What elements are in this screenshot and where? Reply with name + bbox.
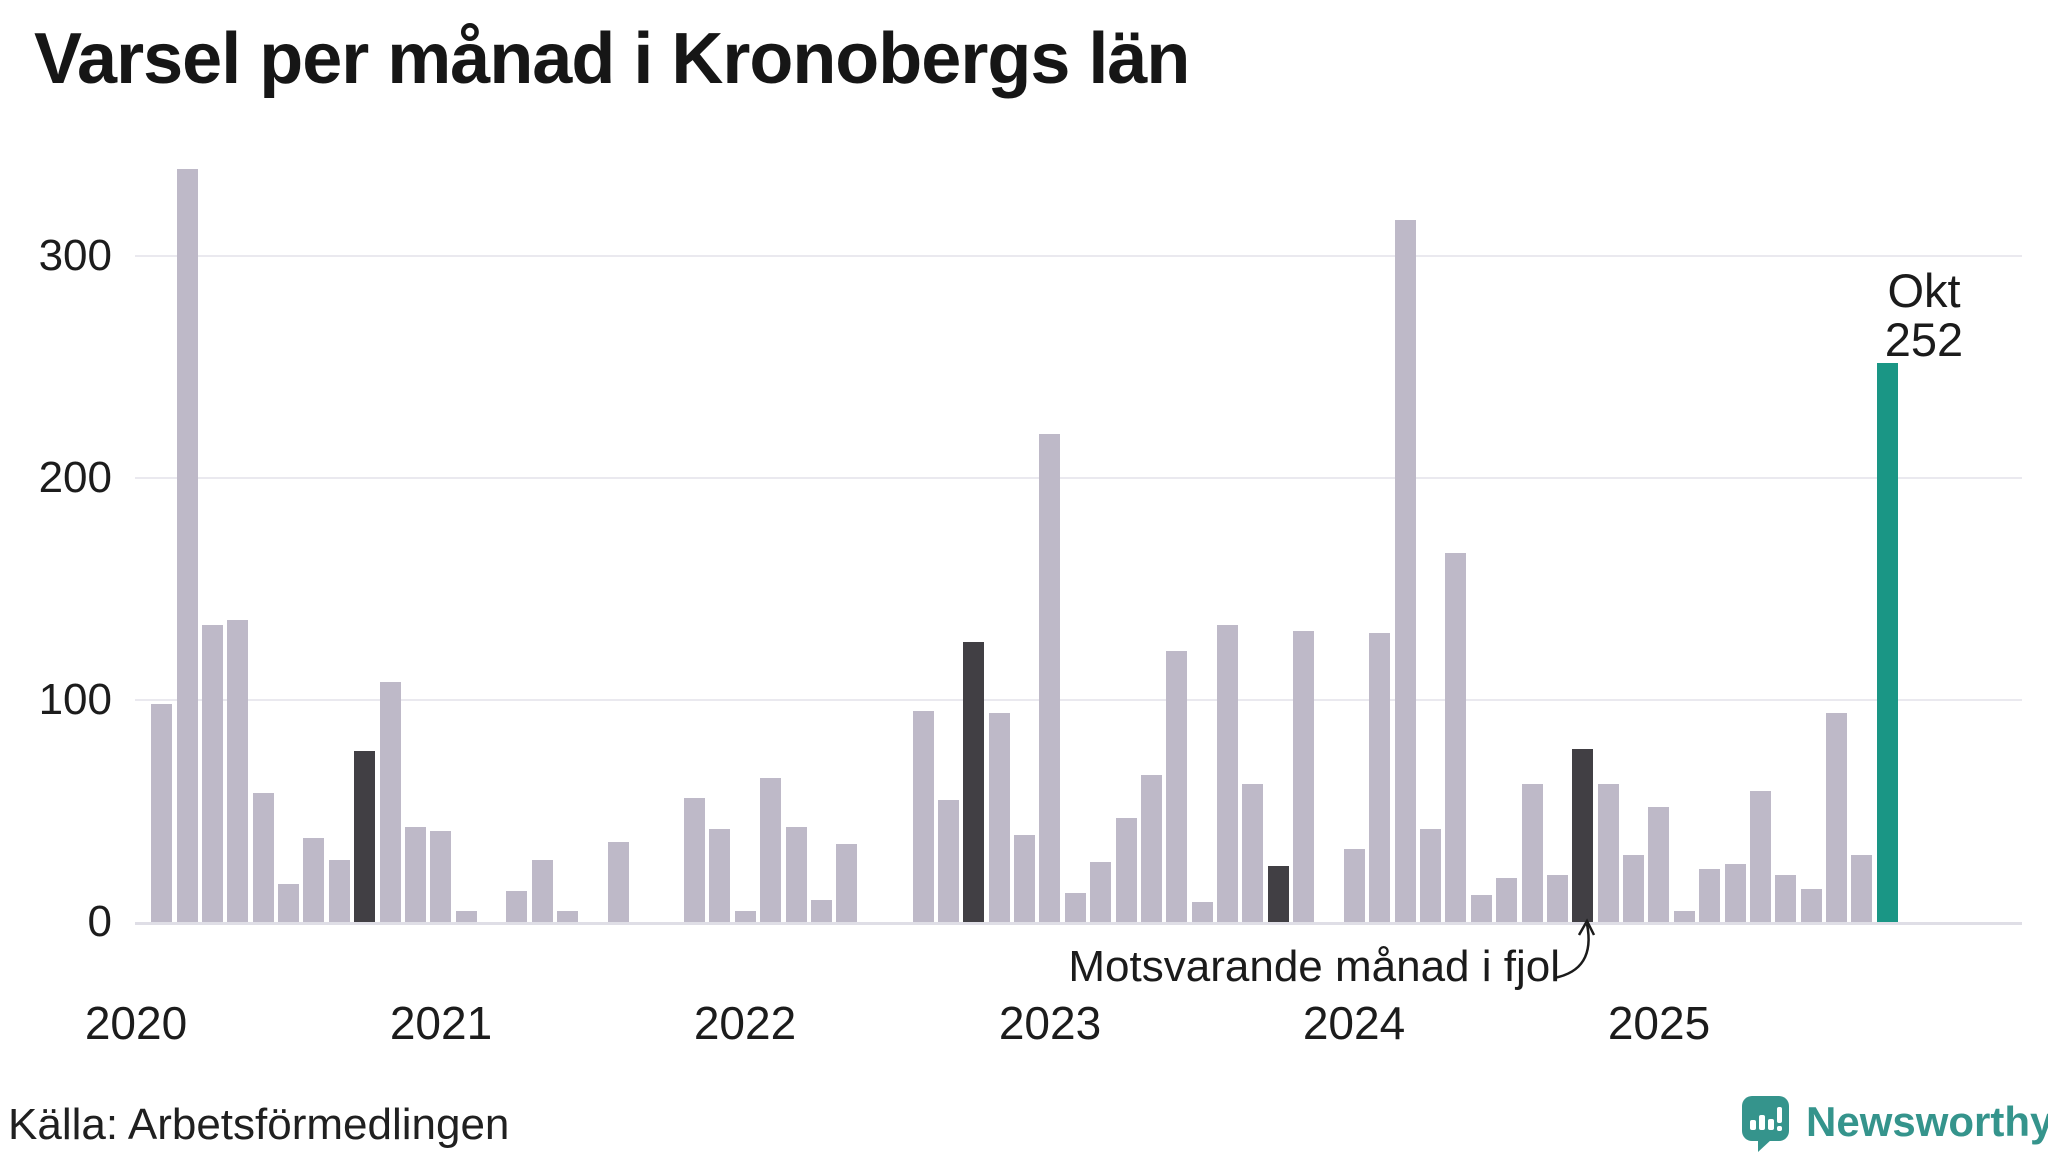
annotation-arrow-icon <box>1553 918 1596 980</box>
gridline-200 <box>135 477 2022 479</box>
bar-2025-07 <box>1801 889 1822 922</box>
gridline-100 <box>135 699 2022 701</box>
brand-logo: Newsworthy <box>1742 1094 2048 1152</box>
bar-2021-02 <box>456 911 477 922</box>
current-month-value: 252 <box>1884 313 1964 366</box>
bar-2023-02 <box>1065 893 1086 922</box>
bar-2023-10 <box>1268 866 1289 922</box>
bar-2023-06 <box>1166 651 1187 922</box>
bar-2024-11 <box>1598 784 1619 922</box>
bar-2020-07 <box>278 884 299 922</box>
bar-2022-11 <box>989 713 1010 922</box>
bar-2025-02 <box>1674 911 1695 922</box>
bar-2023-05 <box>1141 775 1162 922</box>
gridline-300 <box>135 255 2022 257</box>
bar-2023-09 <box>1242 784 1263 922</box>
bar-2020-05 <box>227 620 248 922</box>
bar-2025-01 <box>1648 807 1669 922</box>
bar-2020-12 <box>405 827 426 922</box>
bar-2022-10 <box>963 642 984 922</box>
y-tick-label-100: 100 <box>38 675 112 724</box>
speech-bubble-tail <box>1758 1139 1772 1152</box>
bar-2022-09 <box>938 800 959 922</box>
bar-2021-12 <box>709 829 730 922</box>
chart-title: Varsel per månad i Kronobergs län <box>34 19 1190 99</box>
x-year-label-2023: 2023 <box>998 997 1102 1049</box>
x-year-label-2022: 2022 <box>693 997 797 1049</box>
x-year-label-2024: 2024 <box>1302 997 1406 1049</box>
x-axis-line <box>135 922 2022 925</box>
bar-2024-04 <box>1420 829 1441 922</box>
bar-2022-04 <box>811 900 832 922</box>
newsworthy-bubble-chart-icon <box>1742 1096 1789 1141</box>
y-tick-label-0: 0 <box>87 897 112 946</box>
bar-2024-06 <box>1471 895 1492 922</box>
bar-2024-03 <box>1395 220 1416 922</box>
y-tick-label-300: 300 <box>38 231 112 280</box>
brand-name: Newsworthy <box>1806 1098 2048 1145</box>
bar-2025-03 <box>1699 869 1720 922</box>
bar-2024-02 <box>1369 633 1390 922</box>
bar-2021-11 <box>684 798 705 922</box>
bar-2025-04 <box>1725 864 1746 922</box>
annotation-text: Motsvarande månad i fjol <box>1068 942 1560 991</box>
x-year-label-2025: 2025 <box>1607 997 1711 1049</box>
bar-2024-08 <box>1522 784 1543 922</box>
bar-2023-08 <box>1217 625 1238 922</box>
bar-2022-12 <box>1014 835 1035 922</box>
bar-2025-06 <box>1775 875 1796 922</box>
bar-2020-09 <box>329 860 350 922</box>
current-month-name: Okt <box>1887 264 1961 317</box>
bar-2024-10 <box>1572 749 1593 922</box>
bar-2022-08 <box>913 711 934 922</box>
bar-2023-07 <box>1192 902 1213 922</box>
bar-2024-09 <box>1547 875 1568 922</box>
bar-2020-08 <box>303 838 324 922</box>
bar-2021-06 <box>557 911 578 922</box>
bar-2021-05 <box>532 860 553 922</box>
bar-2020-10 <box>354 751 375 922</box>
bar-2024-12 <box>1623 855 1644 922</box>
bar-2025-08 <box>1826 713 1847 922</box>
bar-2020-11 <box>380 682 401 922</box>
bar-2022-01 <box>735 911 756 922</box>
x-year-label-2020: 2020 <box>84 997 188 1049</box>
bar-2022-05 <box>836 844 857 922</box>
bar-2022-02 <box>760 778 781 922</box>
bar-2020-03 <box>177 169 198 922</box>
bar-2025-05 <box>1750 791 1771 922</box>
bar-2020-06 <box>253 793 274 922</box>
bar-2023-11 <box>1293 631 1314 922</box>
bar-2023-01 <box>1039 434 1060 922</box>
bar-2020-04 <box>202 625 223 922</box>
bar-2021-08 <box>608 842 629 922</box>
current-month-value-label: Okt 252 <box>1868 266 1980 364</box>
bar-2020-02 <box>151 704 172 922</box>
bar-2023-03 <box>1090 862 1111 922</box>
bar-2023-04 <box>1116 818 1137 922</box>
bar-2025-10 <box>1877 363 1898 922</box>
y-tick-label-200: 200 <box>38 453 112 502</box>
bar-2024-05 <box>1445 553 1466 922</box>
source-caption: Källa: Arbetsförmedlingen <box>8 1100 510 1149</box>
x-year-label-2021: 2021 <box>389 997 493 1049</box>
bar-2022-03 <box>786 827 807 922</box>
bar-2025-09 <box>1851 855 1872 922</box>
bar-2024-01 <box>1344 849 1365 922</box>
bar-2021-01 <box>430 831 451 922</box>
bar-2024-07 <box>1496 878 1517 922</box>
bar-2021-04 <box>506 891 527 922</box>
